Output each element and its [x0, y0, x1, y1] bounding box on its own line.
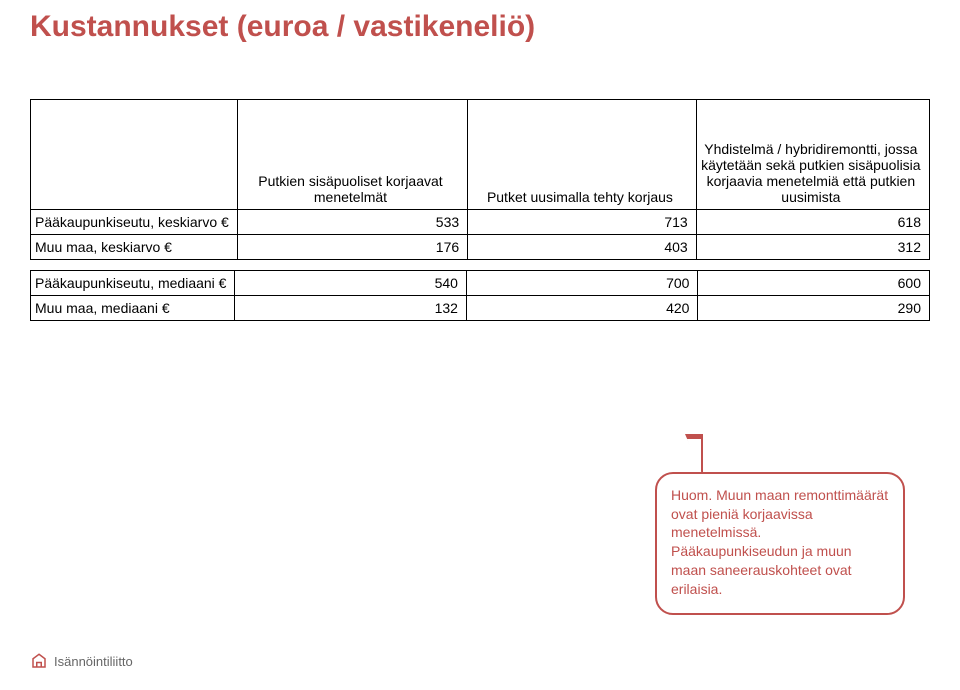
cell: 403	[468, 235, 697, 260]
page-title: Kustannukset (euroa / vastikeneliö)	[30, 10, 930, 44]
cell: 176	[237, 235, 467, 260]
col-header-3: Yhdistelmä / hybridiremontti, jossa käyt…	[696, 100, 929, 210]
callout-text: Huom. Muun maan remonttimäärät ovat pien…	[671, 487, 888, 597]
callout-bubble: Huom. Muun maan remonttimäärät ovat pien…	[655, 472, 905, 615]
table-row: Pääkaupunkiseutu, keskiarvo € 533 713 61…	[31, 210, 930, 235]
row-label: Pääkaupunkiseutu, mediaani €	[31, 271, 235, 296]
table-row: Muu maa, mediaani € 132 420 290	[31, 296, 930, 321]
callout-tail-inner-icon	[687, 439, 701, 475]
cell: 132	[235, 296, 467, 321]
table-row: Muu maa, keskiarvo € 176 403 312	[31, 235, 930, 260]
brand-text: Isännöintiliitto	[54, 654, 133, 669]
table-averages: Putkien sisäpuoliset korjaavat menetelmä…	[30, 99, 930, 260]
row-label: Muu maa, mediaani €	[31, 296, 235, 321]
cell: 420	[466, 296, 698, 321]
callout: Huom. Muun maan remonttimäärät ovat pien…	[655, 472, 905, 615]
cell: 290	[698, 296, 930, 321]
brand-logo-icon	[30, 652, 48, 670]
cell: 700	[466, 271, 698, 296]
cell: 312	[696, 235, 929, 260]
footer-brand: Isännöintiliitto	[30, 652, 133, 670]
row-label: Muu maa, keskiarvo €	[31, 235, 238, 260]
cell: 713	[468, 210, 697, 235]
col-header-empty	[31, 100, 238, 210]
cell: 618	[696, 210, 929, 235]
table-medians: Pääkaupunkiseutu, mediaani € 540 700 600…	[30, 270, 930, 321]
cell: 600	[698, 271, 930, 296]
cell: 533	[237, 210, 467, 235]
table-header-row: Putkien sisäpuoliset korjaavat menetelmä…	[31, 100, 930, 210]
col-header-2: Putket uusimalla tehty korjaus	[468, 100, 697, 210]
table-row: Pääkaupunkiseutu, mediaani € 540 700 600	[31, 271, 930, 296]
row-label: Pääkaupunkiseutu, keskiarvo €	[31, 210, 238, 235]
col-header-1: Putkien sisäpuoliset korjaavat menetelmä…	[237, 100, 467, 210]
cell: 540	[235, 271, 467, 296]
